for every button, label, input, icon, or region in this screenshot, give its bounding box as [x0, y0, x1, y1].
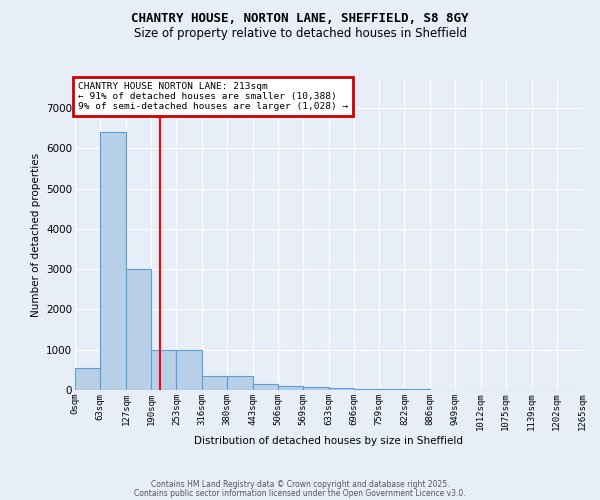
Bar: [202, 376, 227, 390]
Bar: [75, 368, 100, 390]
Text: Contains public sector information licensed under the Open Government Licence v3: Contains public sector information licen…: [134, 488, 466, 498]
Text: CHANTRY HOUSE NORTON LANE: 213sqm
← 91% of detached houses are smaller (10,388)
: CHANTRY HOUSE NORTON LANE: 213sqm ← 91% …: [77, 82, 348, 112]
Bar: [253, 384, 278, 390]
Bar: [227, 376, 253, 390]
Bar: [278, 386, 303, 390]
Bar: [100, 132, 126, 390]
Text: CHANTRY HOUSE, NORTON LANE, SHEFFIELD, S8 8GY: CHANTRY HOUSE, NORTON LANE, SHEFFIELD, S…: [131, 12, 469, 26]
Bar: [303, 387, 329, 390]
Text: Size of property relative to detached houses in Sheffield: Size of property relative to detached ho…: [133, 28, 467, 40]
Bar: [379, 389, 404, 390]
Bar: [151, 350, 176, 390]
X-axis label: Distribution of detached houses by size in Sheffield: Distribution of detached houses by size …: [194, 436, 463, 446]
Bar: [329, 388, 354, 390]
Text: Contains HM Land Registry data © Crown copyright and database right 2025.: Contains HM Land Registry data © Crown c…: [151, 480, 449, 489]
Bar: [126, 269, 151, 390]
Bar: [354, 389, 379, 390]
Bar: [176, 350, 202, 390]
Y-axis label: Number of detached properties: Number of detached properties: [31, 153, 41, 317]
